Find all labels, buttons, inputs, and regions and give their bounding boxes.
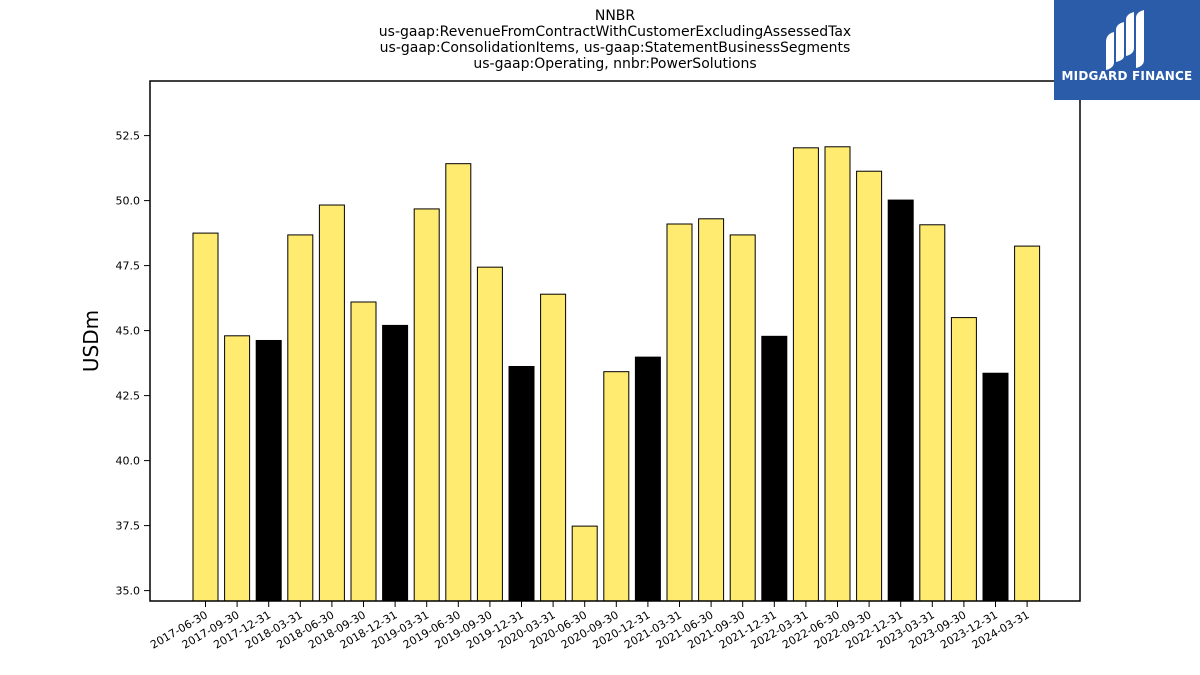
bar	[761, 335, 788, 602]
bar	[287, 234, 314, 602]
logo-text: MIDGARD FINANCE	[1061, 69, 1193, 83]
bar	[824, 146, 851, 602]
bar	[982, 372, 1009, 602]
bar	[856, 170, 883, 602]
y-tick-label: 35.0	[116, 585, 141, 598]
bar	[729, 234, 756, 602]
bar	[476, 266, 503, 602]
y-axis: 35.0 37.5 40.0 42.5 45.0 47.5 50.0 52.5	[116, 130, 150, 598]
bar	[887, 199, 914, 602]
plot-frame	[149, 80, 1081, 602]
y-tick-label: 50.0	[116, 195, 141, 208]
bar	[224, 335, 251, 602]
bar	[571, 525, 598, 602]
bar	[698, 218, 725, 602]
bar	[634, 356, 661, 602]
y-tick-label: 37.5	[116, 520, 141, 533]
title-line: us-gaap:ConsolidationItems, us-gaap:Stat…	[380, 40, 851, 56]
title-line: NNBR	[595, 8, 636, 24]
midgard-finance-logo: MIDGARD FINANCE	[1054, 0, 1200, 100]
bar	[950, 317, 977, 602]
chart-title: NNBRus-gaap:RevenueFromContractWithCusto…	[379, 8, 851, 72]
logo-mark-icon	[1106, 10, 1144, 70]
bar	[318, 204, 345, 602]
bar	[255, 339, 282, 602]
y-axis-label: USDm	[79, 310, 103, 372]
y-tick-label: 40.0	[116, 455, 141, 468]
bar	[350, 301, 377, 602]
bar	[603, 371, 630, 602]
bar	[1014, 245, 1041, 602]
title-line: us-gaap:Operating, nnbr:PowerSolutions	[473, 56, 756, 72]
y-tick-label: 45.0	[116, 325, 141, 338]
y-tick-label: 47.5	[116, 260, 141, 273]
bar	[666, 223, 693, 602]
bar	[792, 147, 819, 602]
bar	[192, 232, 219, 602]
x-axis: 2017-06-302017-09-302017-12-312018-03-31…	[148, 601, 1032, 652]
bars	[192, 146, 1041, 602]
bar	[413, 208, 440, 602]
bar	[382, 324, 409, 602]
bar	[508, 365, 535, 602]
y-tick-label: 52.5	[116, 130, 141, 143]
bar	[445, 163, 472, 602]
y-tick-label: 42.5	[116, 390, 141, 403]
title-line: us-gaap:RevenueFromContractWithCustomerE…	[379, 24, 851, 40]
bar	[919, 224, 946, 602]
bar	[540, 293, 567, 602]
